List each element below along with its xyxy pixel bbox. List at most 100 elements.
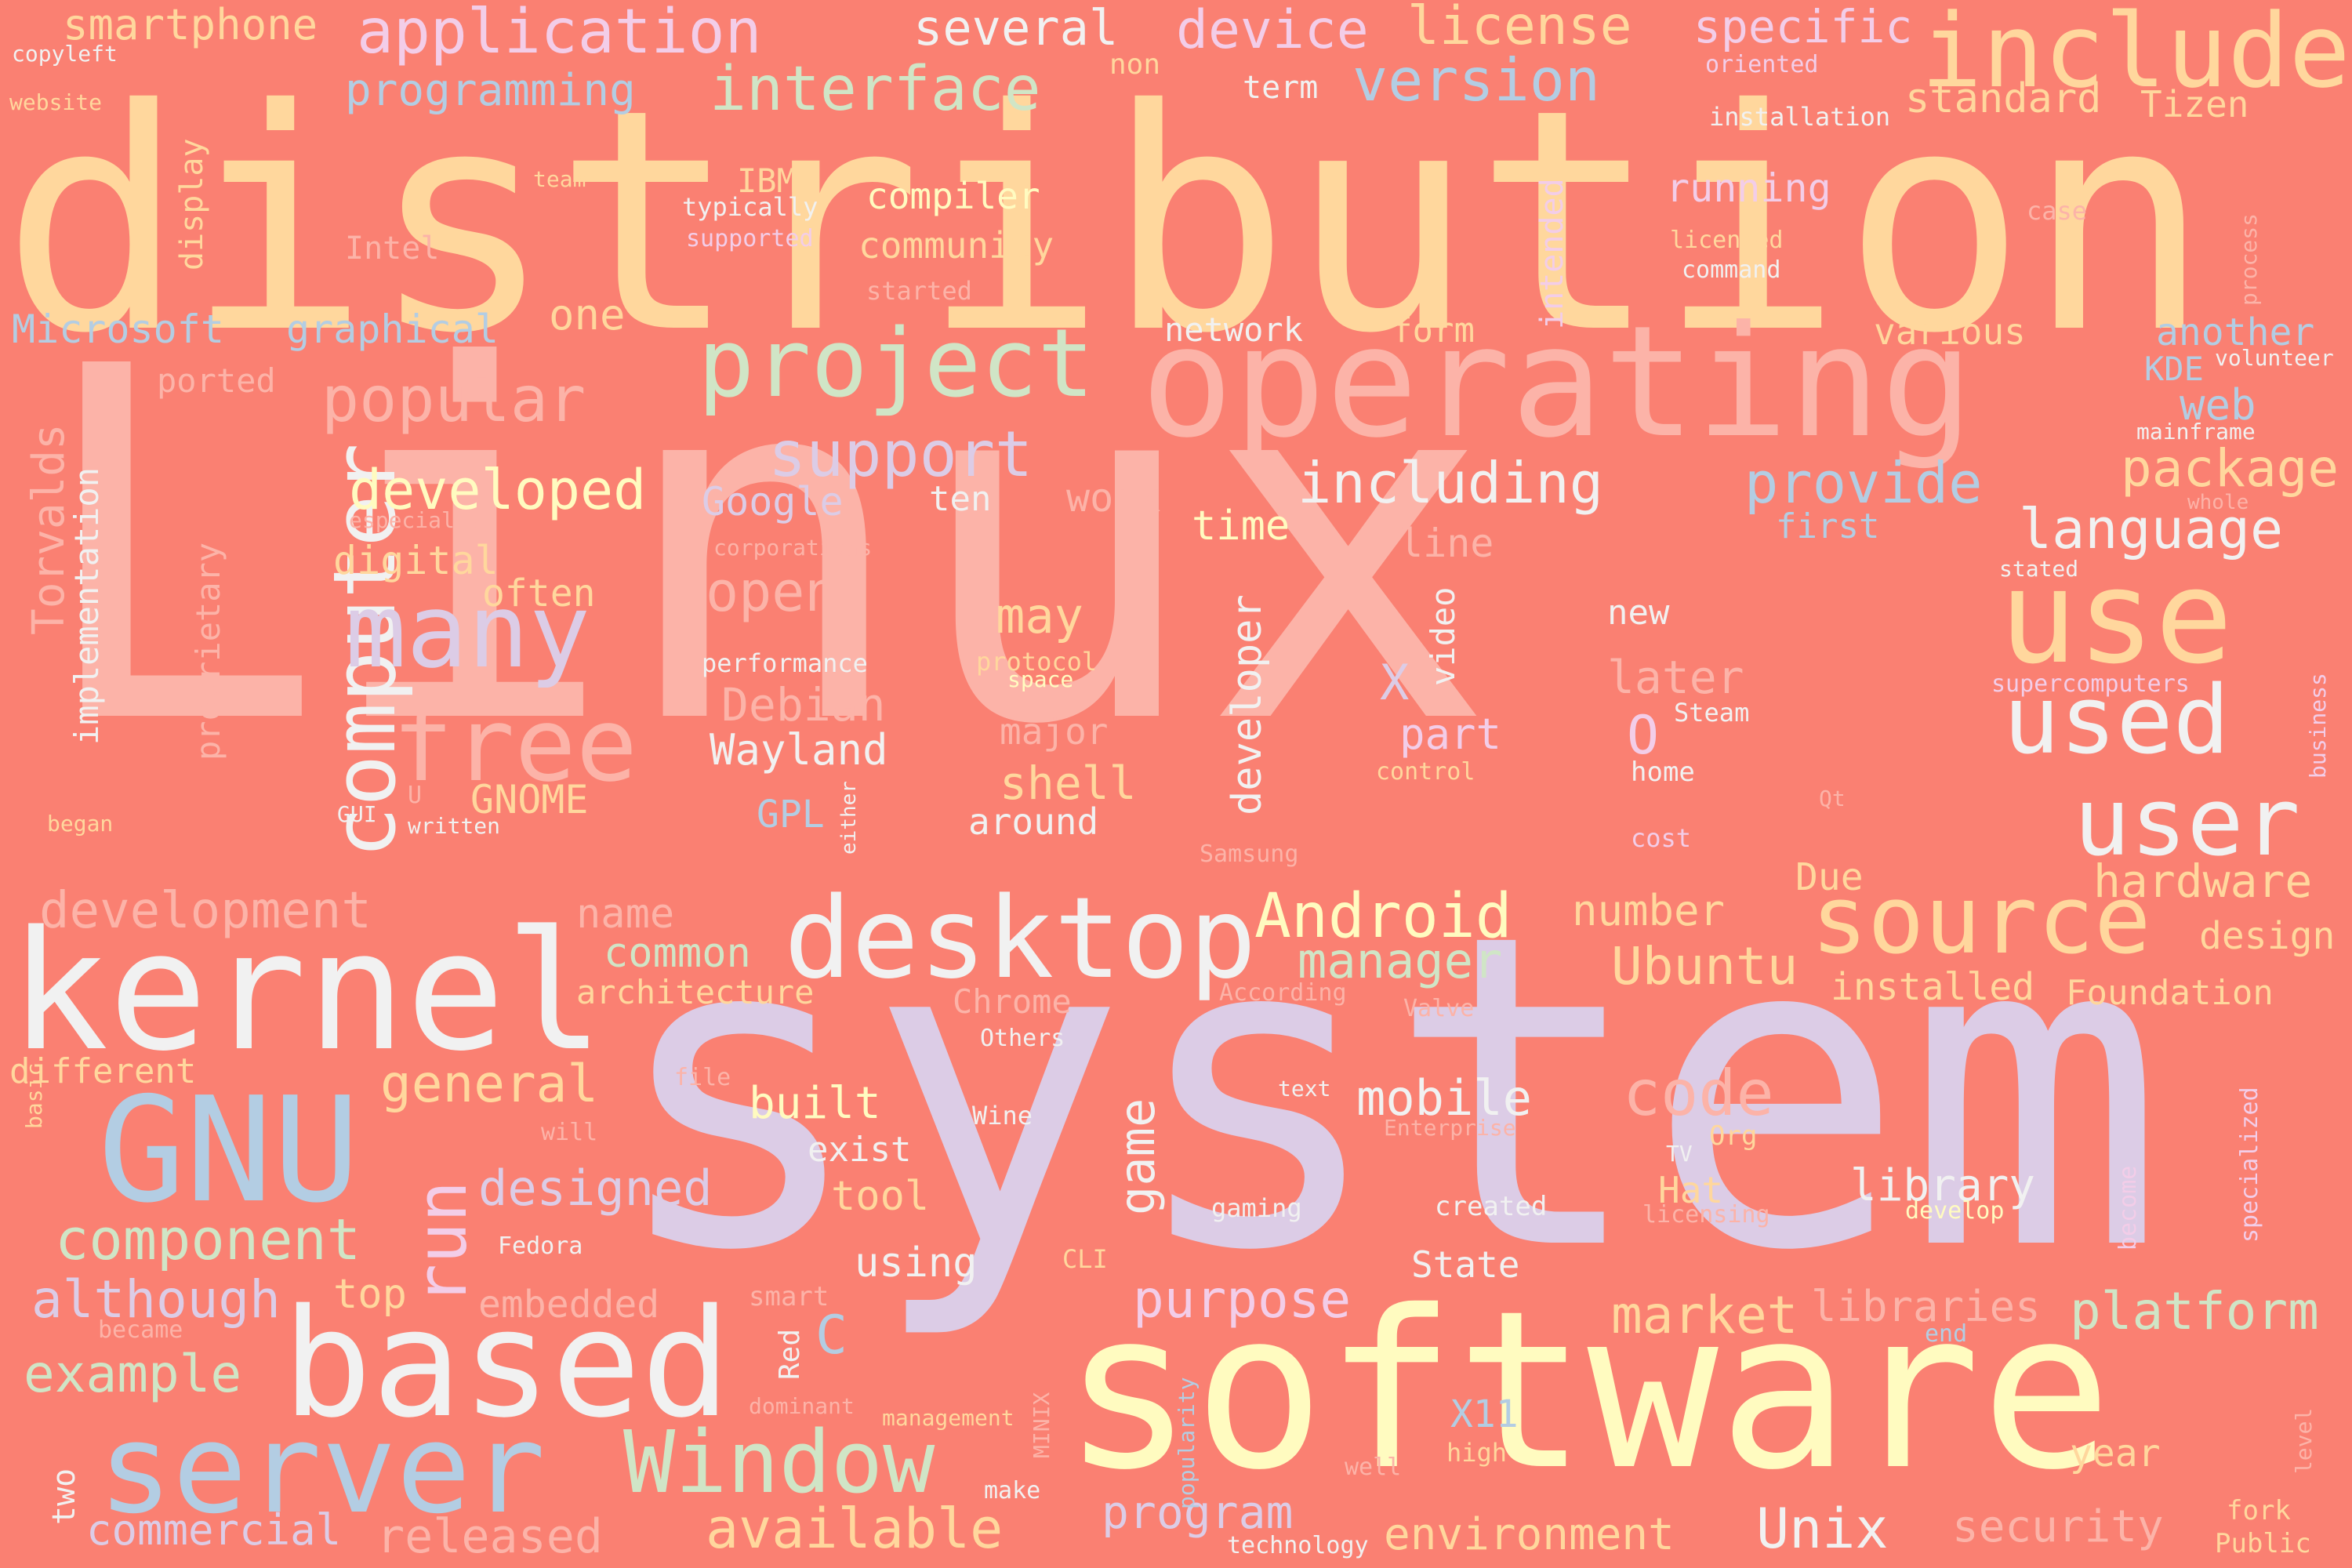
word-case: case bbox=[2027, 196, 2088, 226]
word-linux: Linux bbox=[31, 266, 1495, 831]
word-high: high bbox=[1446, 1438, 1508, 1468]
word-design: design bbox=[2199, 914, 2336, 958]
word-written: written bbox=[408, 813, 501, 839]
word-programming: programming bbox=[345, 65, 636, 116]
word-others: Others bbox=[980, 1025, 1065, 1052]
word-server: server bbox=[98, 1397, 546, 1541]
word-copyleft: copyleft bbox=[12, 41, 118, 67]
word-website: website bbox=[9, 89, 103, 115]
word-started: started bbox=[866, 276, 972, 306]
word-tizen: Tizen bbox=[2140, 83, 2249, 125]
word-typically: typically bbox=[682, 192, 818, 222]
word-development: development bbox=[39, 882, 372, 940]
word-desktop: desktop bbox=[784, 873, 1257, 1004]
word-protocol: protocol bbox=[976, 647, 1098, 677]
word-used: used bbox=[2003, 666, 2230, 775]
word-installation: installation bbox=[1709, 102, 1891, 132]
word-although: although bbox=[31, 1269, 281, 1330]
word-either: either bbox=[837, 781, 861, 855]
word-later: later bbox=[1607, 651, 1744, 704]
word-gnome: GNOME bbox=[470, 777, 589, 822]
word-name: name bbox=[576, 891, 675, 938]
word-business: business bbox=[2305, 673, 2331, 779]
word-using: using bbox=[855, 1240, 978, 1287]
word-level: level bbox=[2291, 1407, 2317, 1474]
word-built: built bbox=[749, 1078, 881, 1129]
word-gaming: gaming bbox=[1211, 1193, 1302, 1223]
word-popularity: popularity bbox=[1174, 1377, 1200, 1509]
word-software: software bbox=[1062, 1264, 2112, 1518]
word-purpose: purpose bbox=[1133, 1269, 1352, 1330]
word-home: home bbox=[1631, 757, 1695, 788]
word-state: State bbox=[1411, 1243, 1520, 1286]
word-smart: smart bbox=[749, 1281, 829, 1312]
word-running: running bbox=[1666, 165, 1831, 211]
word-including: including bbox=[1298, 450, 1604, 516]
word-general: general bbox=[380, 1054, 599, 1114]
word-ten: ten bbox=[929, 479, 992, 519]
word-wayland: Wayland bbox=[710, 725, 888, 775]
word-gnu: GNU bbox=[98, 1065, 361, 1235]
word-user: user bbox=[2074, 768, 2300, 877]
word-digital: digital bbox=[333, 538, 499, 583]
word-graphical: graphical bbox=[286, 307, 499, 352]
word-run: run bbox=[401, 1181, 482, 1305]
word-make: make bbox=[984, 1477, 1041, 1504]
word-team: team bbox=[533, 166, 586, 192]
word-tool: tool bbox=[831, 1173, 930, 1220]
word-oriented: oriented bbox=[1705, 51, 1819, 78]
word-wine: Wine bbox=[972, 1101, 1033, 1131]
word-kernel: kernel bbox=[9, 895, 604, 1087]
word-major: major bbox=[1000, 710, 1109, 753]
word-many: many bbox=[345, 572, 591, 691]
word-microsoft: Microsoft bbox=[12, 307, 224, 352]
word-whole: whole bbox=[2187, 491, 2249, 514]
word-embedded: embedded bbox=[478, 1283, 660, 1327]
word-command: command bbox=[1682, 256, 1781, 284]
word-valve: Valve bbox=[1403, 995, 1475, 1022]
word-top: top bbox=[333, 1271, 407, 1318]
word-manager: manager bbox=[1298, 932, 1503, 989]
word-according: According bbox=[1219, 979, 1347, 1007]
word-torvalds: Torvalds bbox=[24, 423, 74, 635]
word-free: free bbox=[392, 685, 638, 804]
word-code: code bbox=[1623, 1057, 1774, 1130]
word-u: U bbox=[408, 782, 423, 809]
word-android: Android bbox=[1254, 881, 1512, 952]
word-window: Window bbox=[623, 1412, 935, 1512]
word-implementation: implementation bbox=[67, 466, 106, 745]
word-distribution: distribution bbox=[2, 44, 2211, 400]
word-o: O bbox=[1627, 705, 1659, 767]
word-licensing: licensing bbox=[1642, 1201, 1770, 1229]
word-mainframe: mainframe bbox=[2136, 419, 2256, 445]
word-often: often bbox=[482, 572, 596, 615]
word-commercial: commercial bbox=[86, 1505, 342, 1555]
word-public: Public bbox=[2215, 1528, 2311, 1559]
word-smartphone: smartphone bbox=[63, 0, 318, 49]
word-minix: MINIX bbox=[1029, 1392, 1054, 1458]
word-video: video bbox=[1424, 586, 1462, 686]
word-created: created bbox=[1435, 1191, 1548, 1222]
word-end: end bbox=[1925, 1320, 1968, 1348]
word-non: non bbox=[1109, 49, 1161, 81]
word-well: well bbox=[1345, 1454, 1402, 1481]
word-space: space bbox=[1007, 666, 1074, 692]
word-will: will bbox=[541, 1119, 598, 1146]
word-mobile: mobile bbox=[1356, 1069, 1532, 1127]
word-supercomputers: supercomputers bbox=[1991, 670, 2190, 698]
word-enterprise: Enterprise bbox=[1384, 1115, 1516, 1141]
word-red: Red bbox=[774, 1328, 806, 1380]
word-installed: installed bbox=[1831, 965, 2035, 1009]
word-foundation: Foundation bbox=[2066, 973, 2274, 1013]
word-platform: platform bbox=[2070, 1281, 2319, 1341]
word-corporations: corporations bbox=[713, 535, 873, 561]
word-debian: Debian bbox=[721, 678, 886, 731]
word-popular: popular bbox=[321, 363, 586, 436]
word-provide: provide bbox=[1744, 450, 1983, 516]
word-dominant: dominant bbox=[749, 1393, 855, 1419]
word-google: Google bbox=[702, 479, 844, 524]
word-ubuntu: Ubuntu bbox=[1611, 936, 1798, 996]
word-hat: Hat bbox=[1658, 1169, 1724, 1211]
word-designed: designed bbox=[478, 1160, 713, 1217]
word-library: library bbox=[1850, 1160, 2036, 1211]
